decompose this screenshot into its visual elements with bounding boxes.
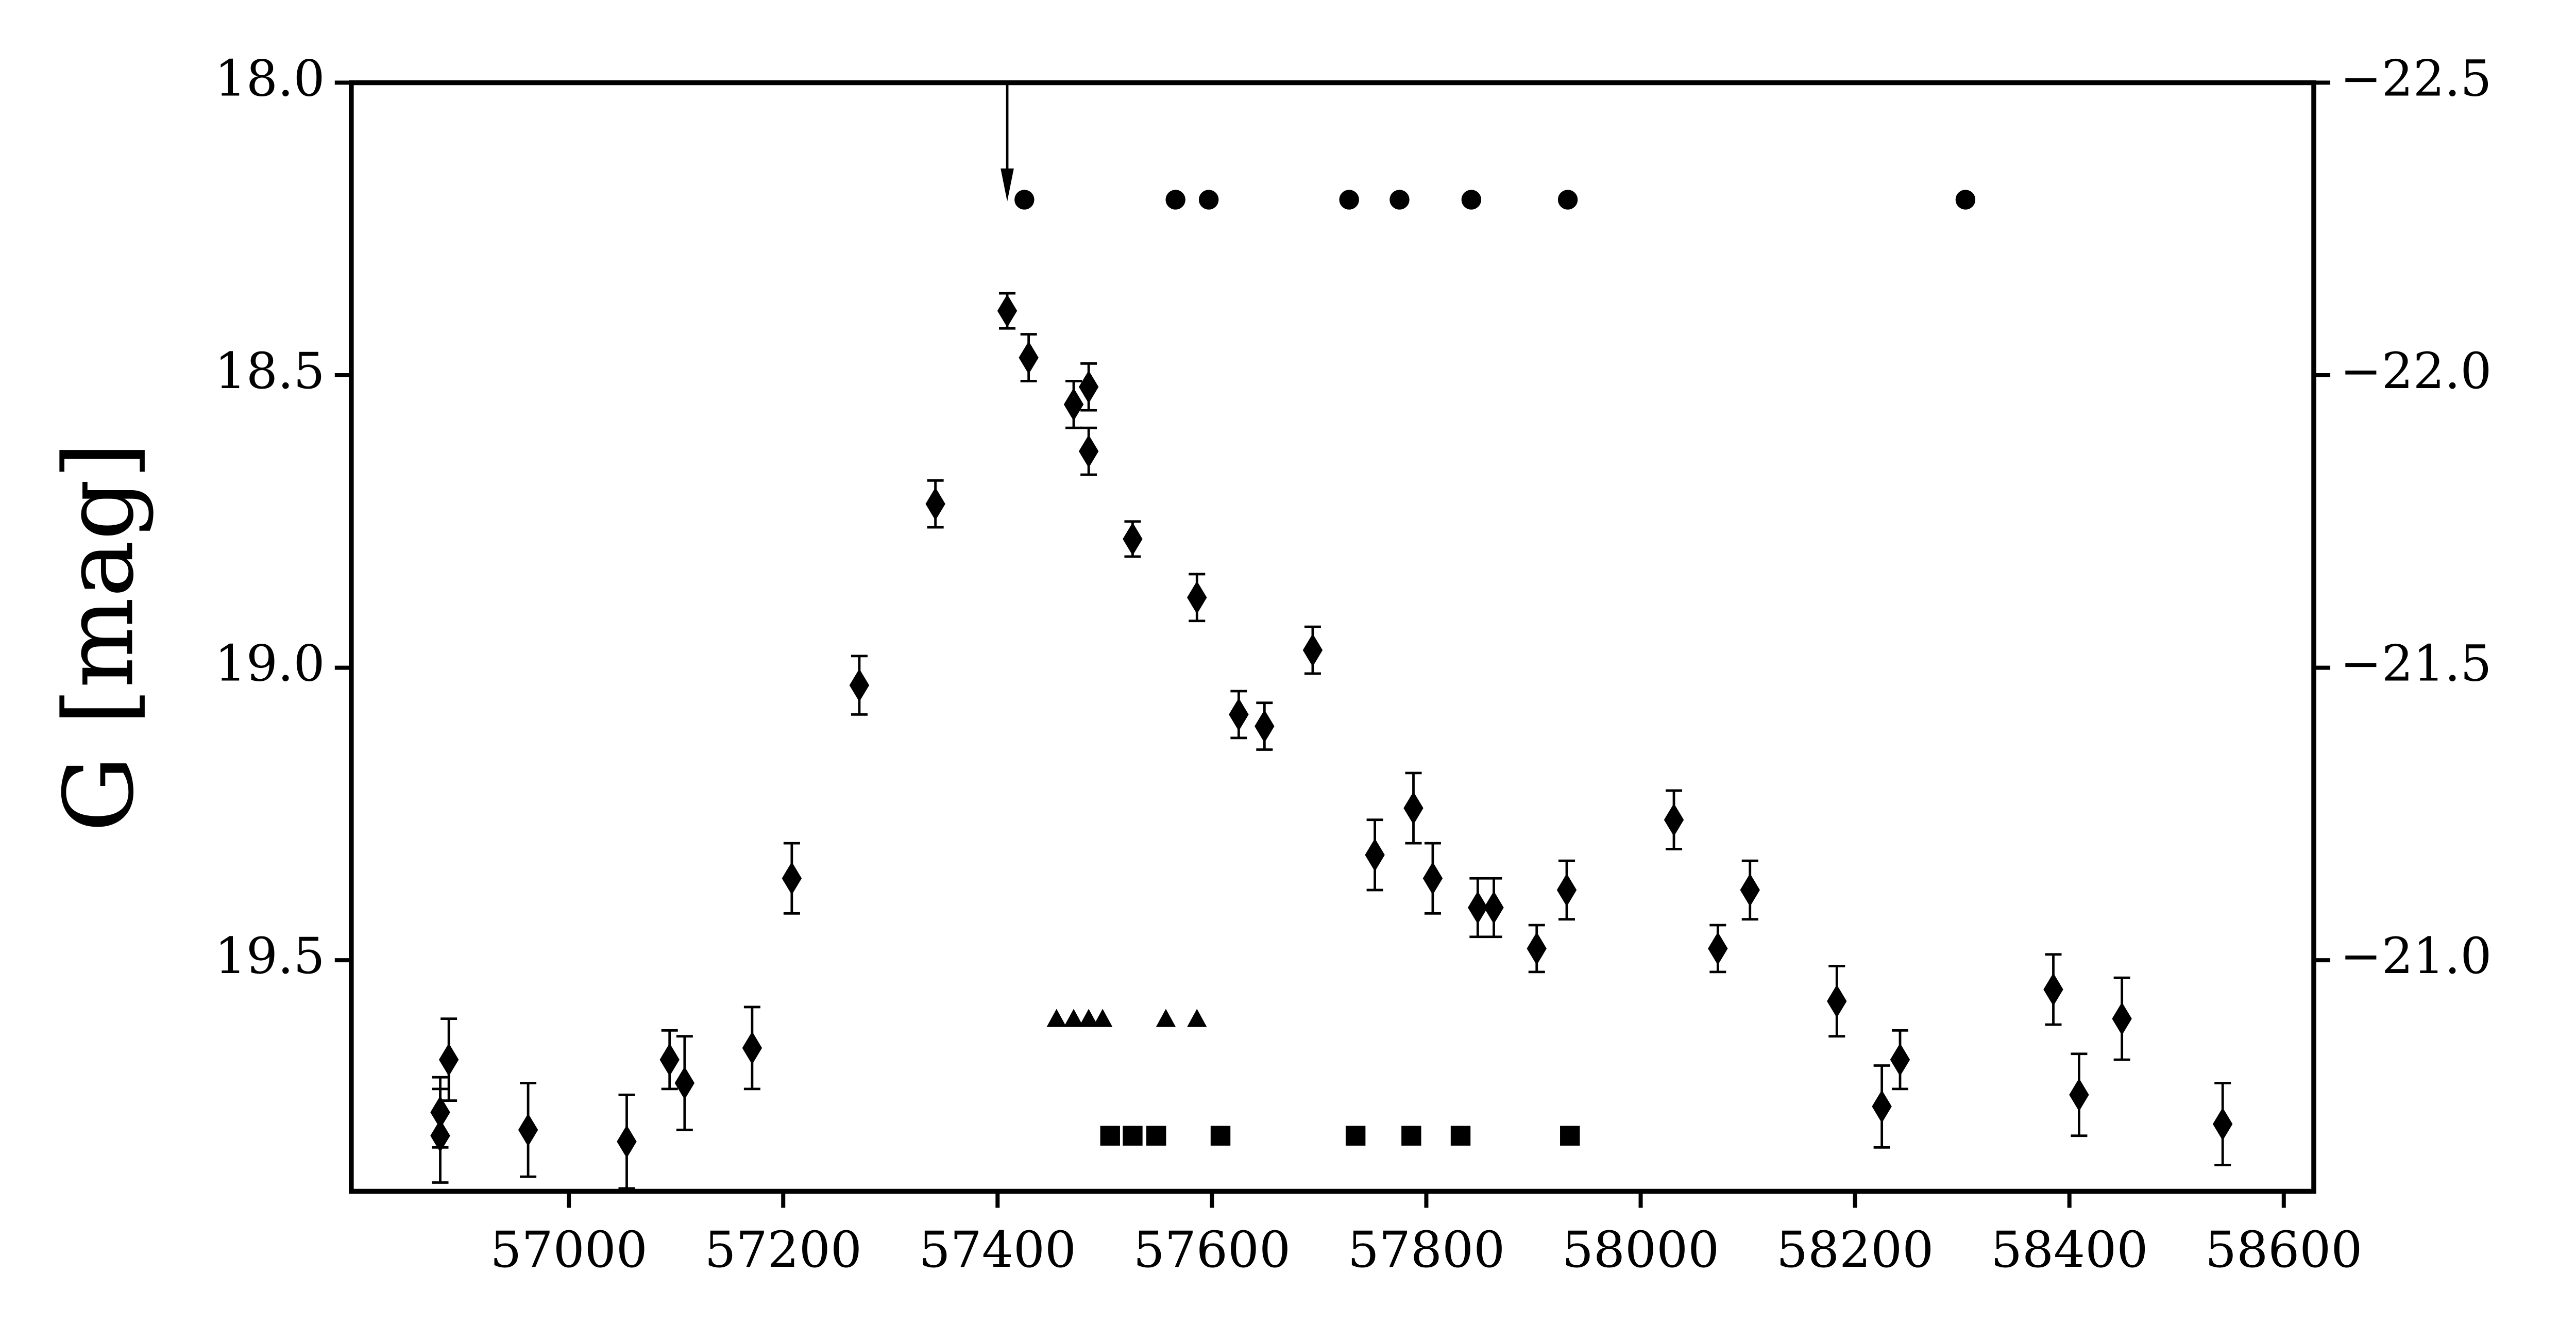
point: [518, 1113, 538, 1147]
point: [438, 1043, 459, 1077]
point: [1078, 370, 1099, 404]
x-tick-label: 57000: [490, 1221, 647, 1279]
arrow-head: [1001, 168, 1014, 202]
y-tick-label: 18.0: [215, 49, 325, 107]
point: [659, 1043, 680, 1077]
point: [1046, 1009, 1066, 1027]
y2-tick-label: −21.0: [2340, 927, 2492, 985]
point: [1345, 1126, 1366, 1146]
point: [2112, 1002, 2132, 1035]
point: [1187, 581, 1207, 614]
x-tick-label: 58600: [2205, 1221, 2362, 1279]
point: [1146, 1126, 1166, 1146]
point: [1302, 633, 1323, 667]
x-tick-label: 57200: [704, 1221, 861, 1279]
point: [925, 487, 945, 521]
point: [1560, 1126, 1580, 1146]
point: [430, 1096, 450, 1129]
point: [1229, 698, 1249, 731]
point: [1389, 190, 1410, 210]
point: [1484, 891, 1504, 924]
point: [1198, 190, 1219, 210]
point: [1461, 190, 1482, 210]
point: [1210, 1126, 1231, 1146]
point: [2069, 1078, 2089, 1112]
point: [1100, 1126, 1120, 1146]
point: [997, 294, 1018, 328]
y-axis-label: G [mag]: [43, 442, 155, 832]
point: [782, 862, 802, 895]
x-tick-label: 58000: [1562, 1221, 1719, 1279]
point: [1187, 1009, 1207, 1027]
point: [1708, 932, 1728, 965]
point: [1092, 1009, 1113, 1027]
point: [1556, 873, 1577, 907]
point: [1740, 873, 1760, 907]
y2-tick-label: −22.5: [2340, 49, 2492, 107]
point: [1339, 190, 1359, 210]
x-tick-label: 57400: [919, 1221, 1076, 1279]
point: [1955, 190, 1976, 210]
point: [1527, 932, 1547, 965]
point: [1156, 1009, 1176, 1027]
y-tick-label: 18.5: [215, 342, 325, 400]
point: [1078, 434, 1099, 468]
y-tick-label: 19.5: [215, 927, 325, 985]
y2-tick-label: −22.0: [2340, 342, 2492, 400]
point: [849, 668, 870, 702]
y-tick-label: 19.0: [215, 635, 325, 693]
point: [1403, 791, 1423, 825]
point: [742, 1031, 762, 1065]
point: [1063, 388, 1084, 421]
point: [1664, 803, 1684, 836]
point: [2212, 1107, 2233, 1141]
point: [1401, 1126, 1421, 1146]
point: [1872, 1090, 1892, 1123]
point: [1365, 838, 1385, 872]
x-tick-label: 58200: [1776, 1221, 1934, 1279]
point: [1890, 1043, 1910, 1077]
point: [1014, 190, 1035, 210]
point: [1063, 1009, 1084, 1027]
point: [1422, 862, 1443, 895]
point: [1078, 1009, 1099, 1027]
point: [1450, 1126, 1471, 1146]
point: [617, 1125, 637, 1159]
point: [1123, 522, 1143, 556]
x-tick-label: 58400: [1991, 1221, 2148, 1279]
x-tick-label: 57800: [1348, 1221, 1505, 1279]
point: [1827, 984, 1847, 1018]
point: [1019, 341, 1039, 374]
x-tick-label: 57600: [1133, 1221, 1291, 1279]
plot-frame: [349, 80, 2316, 1194]
point: [674, 1066, 695, 1100]
point: [1165, 190, 1185, 210]
point: [1255, 710, 1275, 743]
point: [1557, 190, 1578, 210]
point: [1123, 1126, 1143, 1146]
y2-tick-label: −21.5: [2340, 635, 2492, 693]
point: [2043, 973, 2063, 1006]
